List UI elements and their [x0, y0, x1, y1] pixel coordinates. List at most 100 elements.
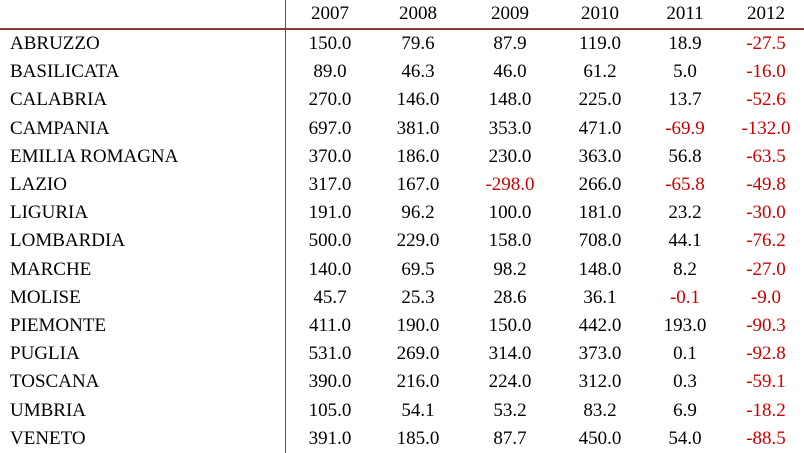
- value-cell: 317.0: [308, 174, 352, 195]
- value-cell: 45.7: [313, 286, 347, 308]
- value-cell: 158.0: [488, 230, 532, 252]
- header-year: 2011: [666, 3, 704, 24]
- table-row: UMBRIA 105.0 54.1 53.2 83.2 6.9 -18.2: [0, 397, 804, 425]
- value-cell: -52.6: [746, 89, 786, 111]
- value-cell: 370.0: [308, 145, 352, 167]
- value-cell: 0.1: [673, 343, 697, 365]
- region-name: TOSCANA: [10, 371, 100, 393]
- value-cell: 229.0: [396, 230, 440, 252]
- value-cell: 56.8: [668, 145, 702, 167]
- value-cell: 5.0: [673, 61, 697, 83]
- value-cell: -88.5: [746, 427, 786, 449]
- table-row: CAMPANIA 697.0 381.0 353.0 471.0 -69.9 -132.0: [0, 115, 804, 143]
- value-cell: 89.0: [313, 61, 347, 83]
- value-cell: 185.0: [396, 427, 440, 449]
- value-cell: 216.0: [396, 371, 440, 393]
- header-year: 2012: [747, 3, 785, 24]
- value-cell: 391.0: [308, 427, 352, 449]
- region-name: BASILICATA: [10, 61, 120, 83]
- header-year: 2007: [311, 3, 349, 24]
- value-cell: -65.8: [665, 174, 705, 195]
- value-cell: -30.0: [746, 202, 786, 224]
- region-name: VENETO: [10, 427, 86, 449]
- region-name: PIEMONTE: [10, 315, 107, 336]
- value-cell: 6.9: [673, 399, 697, 421]
- region-name: EMILIA ROMAGNA: [10, 145, 179, 167]
- value-cell: -76.2: [746, 230, 786, 252]
- value-cell: 54.1: [401, 399, 435, 421]
- value-cell: -63.5: [746, 145, 786, 167]
- region-name: LAZIO: [10, 174, 67, 195]
- value-cell: 381.0: [396, 117, 440, 139]
- table-row: TOSCANA 390.0 216.0 224.0 312.0 0.3 -59.1: [0, 368, 804, 396]
- value-cell: 119.0: [578, 33, 622, 54]
- value-cell: 8.2: [673, 258, 697, 280]
- value-cell: 13.7: [668, 89, 702, 111]
- value-cell: 23.2: [668, 202, 702, 224]
- value-cell: -92.8: [746, 343, 786, 365]
- table-row: PUGLIA 531.0 269.0 314.0 373.0 0.1 -92.8: [0, 340, 804, 368]
- header-row: 2007 2008 2009 2010 2011 2012: [0, 0, 804, 28]
- value-cell: 0.3: [673, 371, 697, 393]
- value-cell: -90.3: [746, 315, 786, 336]
- value-cell: 105.0: [308, 399, 352, 421]
- value-cell: -132.0: [741, 117, 791, 139]
- value-cell: 46.3: [401, 61, 435, 83]
- value-cell: 390.0: [308, 371, 352, 393]
- value-cell: 148.0: [488, 89, 532, 111]
- value-cell: 87.7: [493, 427, 527, 449]
- value-cell: 28.6: [493, 286, 527, 308]
- value-cell: 500.0: [308, 230, 352, 252]
- table-row: LOMBARDIA 500.0 229.0 158.0 708.0 44.1 -76.2: [0, 227, 804, 255]
- table-row: CALABRIA 270.0 146.0 148.0 225.0 13.7 -52.6: [0, 86, 804, 114]
- value-cell: 100.0: [488, 202, 532, 224]
- value-cell: 363.0: [578, 145, 622, 167]
- value-cell: 146.0: [396, 89, 440, 111]
- value-cell: 224.0: [488, 371, 532, 393]
- value-cell: 373.0: [578, 343, 622, 365]
- table-row: VENETO 391.0 185.0 87.7 450.0 54.0 -88.5: [0, 425, 804, 453]
- value-cell: 697.0: [308, 117, 352, 139]
- value-cell: 191.0: [308, 202, 352, 224]
- value-cell: 314.0: [488, 343, 532, 365]
- table-row: LIGURIA 191.0 96.2 100.0 181.0 23.2 -30.0: [0, 199, 804, 227]
- table-row: ABRUZZO 150.0 79.6 87.9 119.0 18.9 -27.5: [0, 30, 804, 58]
- value-cell: 54.0: [668, 427, 702, 449]
- region-name: CALABRIA: [10, 89, 108, 111]
- value-cell: 181.0: [578, 202, 622, 224]
- region-name: LOMBARDIA: [10, 230, 126, 252]
- value-cell: 96.2: [401, 202, 435, 224]
- header-divider: [0, 28, 804, 30]
- header-label: [10, 0, 280, 28]
- table-row: LAZIO 317.0 167.0 -298.0 266.0 -65.8 -49.8: [0, 171, 804, 199]
- value-cell: -0.1: [669, 286, 701, 308]
- value-cell: 230.0: [488, 145, 532, 167]
- value-cell: -27.5: [746, 33, 786, 54]
- value-cell: -69.9: [665, 117, 705, 139]
- value-cell: 708.0: [578, 230, 622, 252]
- region-name: MOLISE: [10, 286, 81, 308]
- table-row: EMILIA ROMAGNA 370.0 186.0 230.0 363.0 56.8 -6…: [0, 143, 804, 171]
- value-cell: 167.0: [396, 174, 440, 195]
- region-name: ABRUZZO: [10, 33, 100, 54]
- region-name: MARCHE: [10, 258, 92, 280]
- value-cell: 193.0: [663, 315, 707, 336]
- table-row: MARCHE 140.0 69.5 98.2 148.0 8.2 -27.0: [0, 256, 804, 284]
- value-cell: 69.5: [401, 258, 435, 280]
- value-cell: 61.2: [583, 61, 617, 83]
- value-cell: 531.0: [308, 343, 352, 365]
- value-cell: 148.0: [578, 258, 622, 280]
- value-cell: 79.6: [401, 33, 435, 54]
- table-row: BASILICATA 89.0 46.3 46.0 61.2 5.0 -16.0: [0, 58, 804, 86]
- value-cell: 18.9: [668, 33, 702, 54]
- value-cell: -27.0: [746, 258, 786, 280]
- value-cell: 442.0: [578, 315, 622, 336]
- region-name: LIGURIA: [10, 202, 89, 224]
- value-cell: -298.0: [485, 174, 535, 195]
- value-cell: 312.0: [578, 371, 622, 393]
- value-cell: 225.0: [578, 89, 622, 111]
- value-cell: -59.1: [746, 371, 786, 393]
- value-cell: 140.0: [308, 258, 352, 280]
- region-name: CAMPANIA: [10, 117, 110, 139]
- value-cell: 98.2: [493, 258, 527, 280]
